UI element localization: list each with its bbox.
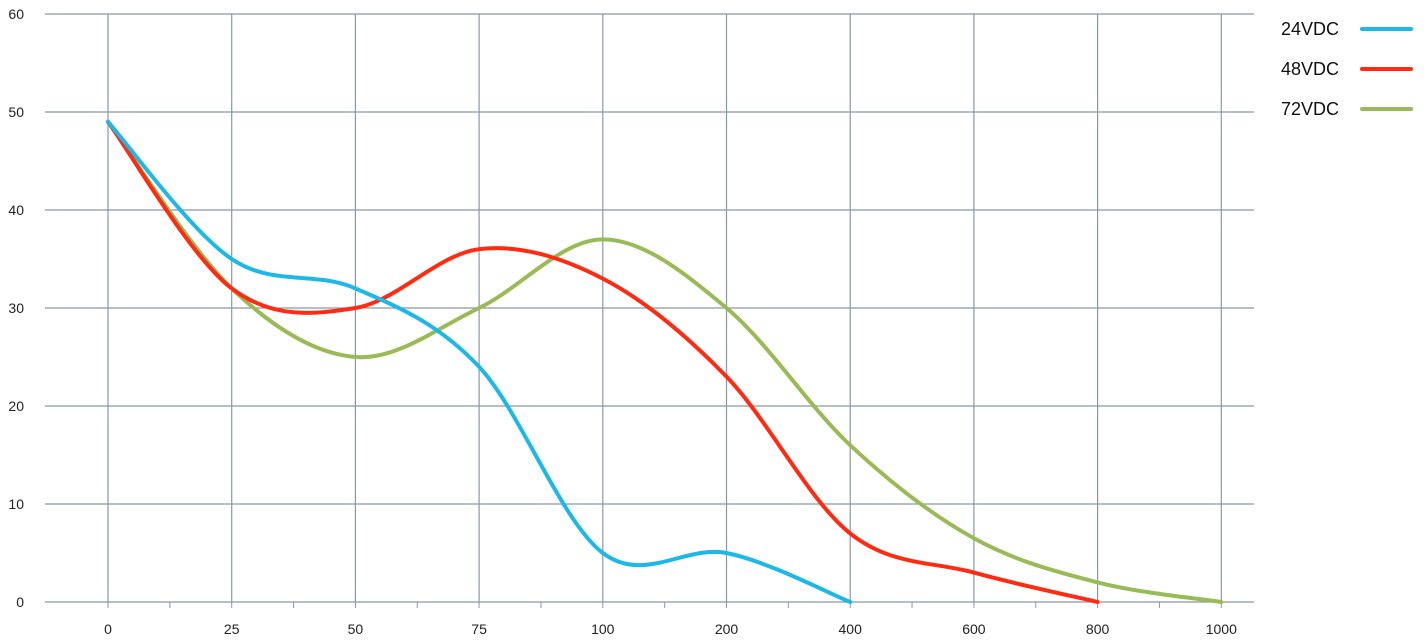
y-tick-label-0: 0 — [16, 594, 24, 610]
legend-label-72VDC: 72VDC — [1281, 99, 1339, 119]
y-tick-label-10: 10 — [8, 496, 24, 512]
x-tick-label-0: 0 — [104, 621, 112, 637]
series-line-24VDC — [106, 119, 853, 604]
y-tick-label-40: 40 — [8, 202, 24, 218]
x-tick-label-200: 200 — [715, 621, 739, 637]
x-tick-label-75: 75 — [471, 621, 487, 637]
x-tick-label-600: 600 — [962, 621, 986, 637]
y-tick-label-30: 30 — [8, 300, 24, 316]
legend-label-48VDC: 48VDC — [1281, 59, 1339, 79]
x-tick-label-25: 25 — [224, 621, 240, 637]
x-tick-label-100: 100 — [591, 621, 615, 637]
series-line-72VDC — [106, 119, 1224, 604]
x-tick-label-800: 800 — [1086, 621, 1110, 637]
y-tick-label-20: 20 — [8, 398, 24, 414]
y-tick-label-50: 50 — [8, 104, 24, 120]
y-tick-label-60: 60 — [8, 6, 24, 22]
x-tick-label-1000: 1000 — [1206, 621, 1237, 637]
series-line-48VDC — [106, 119, 1100, 604]
legend-label-24VDC: 24VDC — [1281, 19, 1339, 39]
x-tick-label-400: 400 — [839, 621, 863, 637]
x-tick-label-50: 50 — [348, 621, 364, 637]
